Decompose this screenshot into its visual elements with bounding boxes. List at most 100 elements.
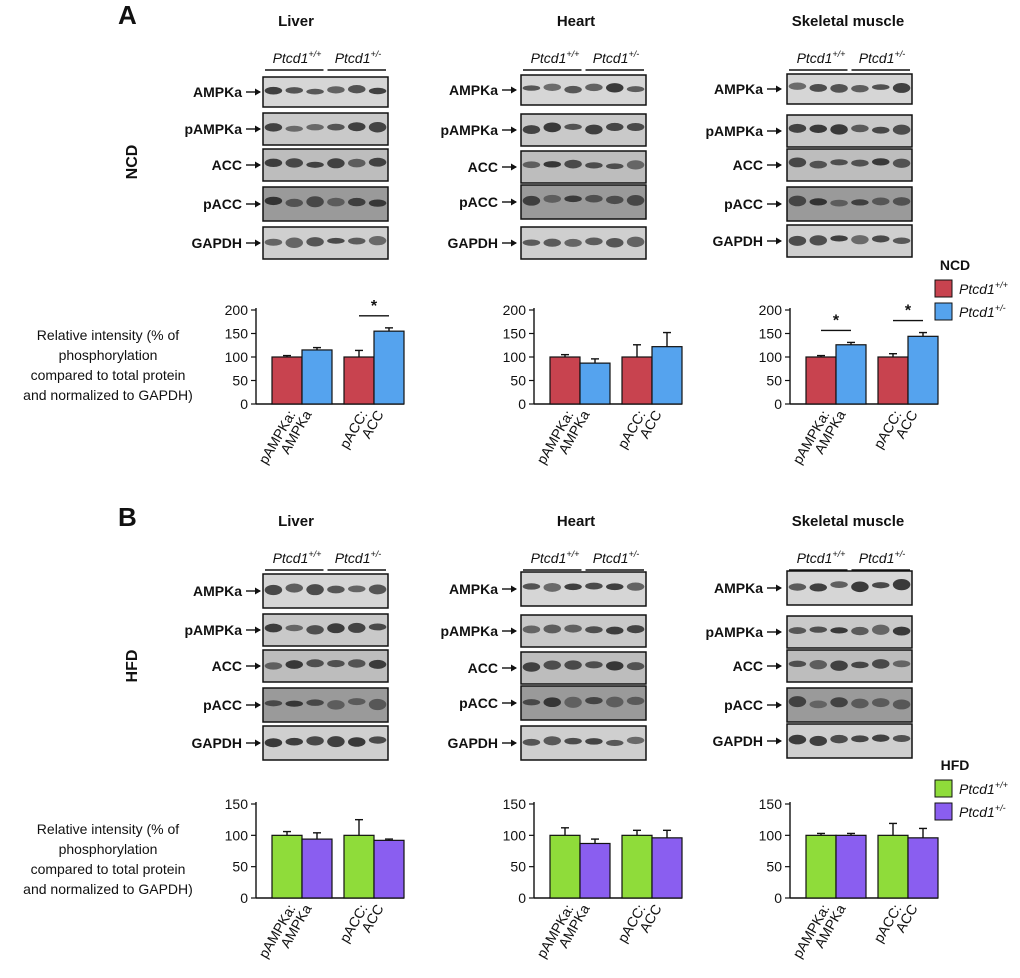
blot-band — [809, 583, 827, 592]
blot-band — [606, 696, 624, 708]
bar-het — [651, 346, 683, 405]
blot-strip — [786, 114, 913, 148]
blot-label: pAMPKa — [705, 624, 763, 640]
blot-band — [585, 237, 603, 246]
blot-band — [348, 698, 366, 706]
blot-band — [264, 584, 283, 596]
bar-wt — [805, 834, 837, 899]
arrow-head — [776, 85, 782, 93]
blot-band — [892, 158, 911, 168]
blot-band — [306, 161, 324, 168]
ylabel-line: phosphorylation — [59, 841, 158, 857]
blot-strip — [786, 723, 913, 759]
genotype-wt-label: Ptcd1+/+ — [797, 549, 846, 566]
y-tick-label: 150 — [225, 326, 249, 342]
blot-band — [892, 83, 911, 93]
diet-label: NCD — [124, 145, 141, 180]
blot-band — [809, 198, 827, 206]
y-tick-label: 150 — [503, 326, 527, 342]
blot-band — [606, 626, 624, 635]
legend-label-wt: Ptcd1+/+ — [959, 780, 1008, 797]
arrow-head — [511, 739, 517, 747]
blot-band — [788, 195, 807, 207]
blot-band — [306, 699, 324, 706]
blot-label: pACC — [203, 697, 242, 713]
blot-band — [585, 738, 603, 745]
y-tick-label: 100 — [225, 349, 249, 365]
blot-label: ACC — [468, 159, 498, 175]
blot-band — [368, 199, 387, 207]
arrow-head — [511, 86, 517, 94]
arrow-head — [255, 239, 261, 247]
blot-band — [368, 698, 387, 711]
bar-wt — [271, 356, 303, 405]
y-tick-label: 100 — [759, 827, 783, 843]
legend-swatch-het — [934, 302, 953, 321]
blot-label: ACC — [212, 157, 242, 173]
blot-label: AMPKa — [714, 81, 763, 97]
legend-swatch-wt — [934, 279, 953, 298]
blot-band — [327, 158, 345, 169]
blot-strip — [520, 614, 647, 648]
ylabel-line: Relative intensity (% of — [37, 327, 180, 343]
blot-band — [522, 662, 541, 672]
y-tick-label: 150 — [759, 796, 783, 812]
genotype-het-label: Ptcd1+/- — [859, 49, 906, 66]
bar-wt — [549, 356, 581, 405]
blot-band — [585, 582, 603, 590]
blot-band — [564, 696, 582, 708]
significance-star: * — [905, 303, 912, 320]
blot-band — [348, 585, 366, 593]
arrow-head — [255, 161, 261, 169]
arrow-head — [511, 239, 517, 247]
y-tick-label: 200 — [503, 302, 527, 318]
legend-label-wt: Ptcd1+/+ — [959, 280, 1008, 297]
y-tick-label: 0 — [240, 890, 248, 906]
genotype-wt-label: Ptcd1+/+ — [531, 549, 580, 566]
blot-band — [306, 736, 324, 746]
blot-band — [892, 660, 911, 668]
blot-band — [285, 737, 303, 746]
blot-band — [830, 199, 848, 207]
blot-band — [522, 239, 541, 246]
blot-label: GAPDH — [712, 233, 763, 249]
blot-band — [872, 126, 890, 134]
ylabel-line: phosphorylation — [59, 347, 158, 363]
blot-strip — [262, 226, 389, 260]
blot-band — [306, 237, 324, 247]
blot-band — [830, 235, 848, 242]
blot-band — [892, 699, 911, 710]
y-tick-label: 50 — [232, 373, 248, 389]
blot-band — [872, 84, 890, 90]
blot-band — [872, 734, 890, 742]
blot-label: pAMPKa — [705, 123, 763, 139]
blot-band — [830, 734, 848, 744]
blot-strip — [520, 651, 647, 685]
bar-het — [907, 335, 939, 405]
arrow-head — [511, 699, 517, 707]
blot-band — [368, 659, 387, 669]
blot-band — [327, 197, 345, 207]
genotype-het-label: Ptcd1+/- — [335, 549, 382, 566]
blot-band — [788, 627, 807, 635]
blot-band — [892, 124, 911, 135]
arrow-head — [511, 664, 517, 672]
blot-band — [543, 660, 561, 670]
ylabel-line: and normalized to GAPDH) — [23, 881, 193, 897]
panel-letter: A — [118, 0, 137, 30]
blot-band — [809, 735, 827, 747]
blot-band — [606, 661, 624, 671]
blot-band — [306, 584, 324, 596]
blot-band — [348, 622, 366, 633]
tissue-title: Skeletal muscle — [792, 13, 905, 30]
bar-het — [907, 837, 939, 899]
arrow-head — [511, 585, 517, 593]
blot-band — [368, 236, 387, 246]
blot-band — [851, 159, 869, 167]
blot-band — [348, 122, 366, 132]
blot-band — [872, 659, 890, 669]
bar-wt — [805, 356, 837, 405]
blot-label: AMPKa — [193, 84, 242, 100]
ylabel-line: compared to total protein — [31, 861, 186, 877]
